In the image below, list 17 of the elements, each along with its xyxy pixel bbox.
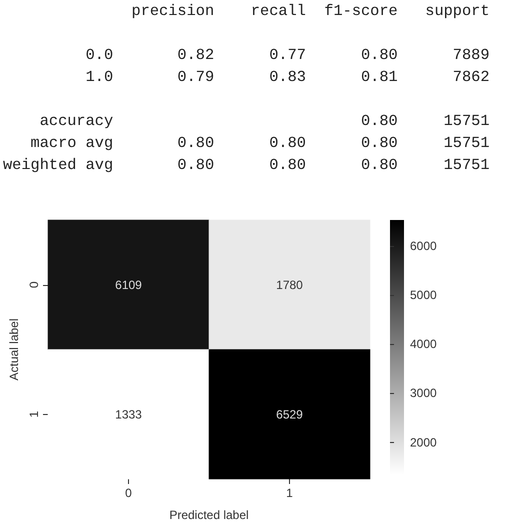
color-bar-label: 3000	[410, 386, 438, 400]
color-bar-label: 5000	[410, 288, 438, 302]
color-bar-label: 4000	[410, 337, 438, 352]
data-label: 1780	[276, 278, 304, 292]
text: weighted avg 0.80 0.80 0.80 15751	[3, 155, 490, 176]
data-label: 6529	[276, 407, 304, 422]
data-label: 1333	[115, 407, 142, 422]
y-axis-title: Actual label	[7, 318, 21, 381]
color-bar-label: 2000	[410, 435, 438, 450]
x-axis-title: Predicted label	[169, 508, 249, 522]
text: macro avg 0.80 0.80 0.80 15751	[30, 133, 490, 154]
text: accuracy 0.80 15751	[38, 111, 490, 132]
text: 0.0 0.82 0.77 0.80 7889	[84, 45, 490, 66]
color-bar-label: 6000	[410, 238, 438, 253]
data-label: 6109	[115, 278, 142, 292]
text: precision recall f1-score support	[130, 1, 490, 22]
text: 1.0 0.79 0.83 0.81 7862	[84, 67, 490, 88]
